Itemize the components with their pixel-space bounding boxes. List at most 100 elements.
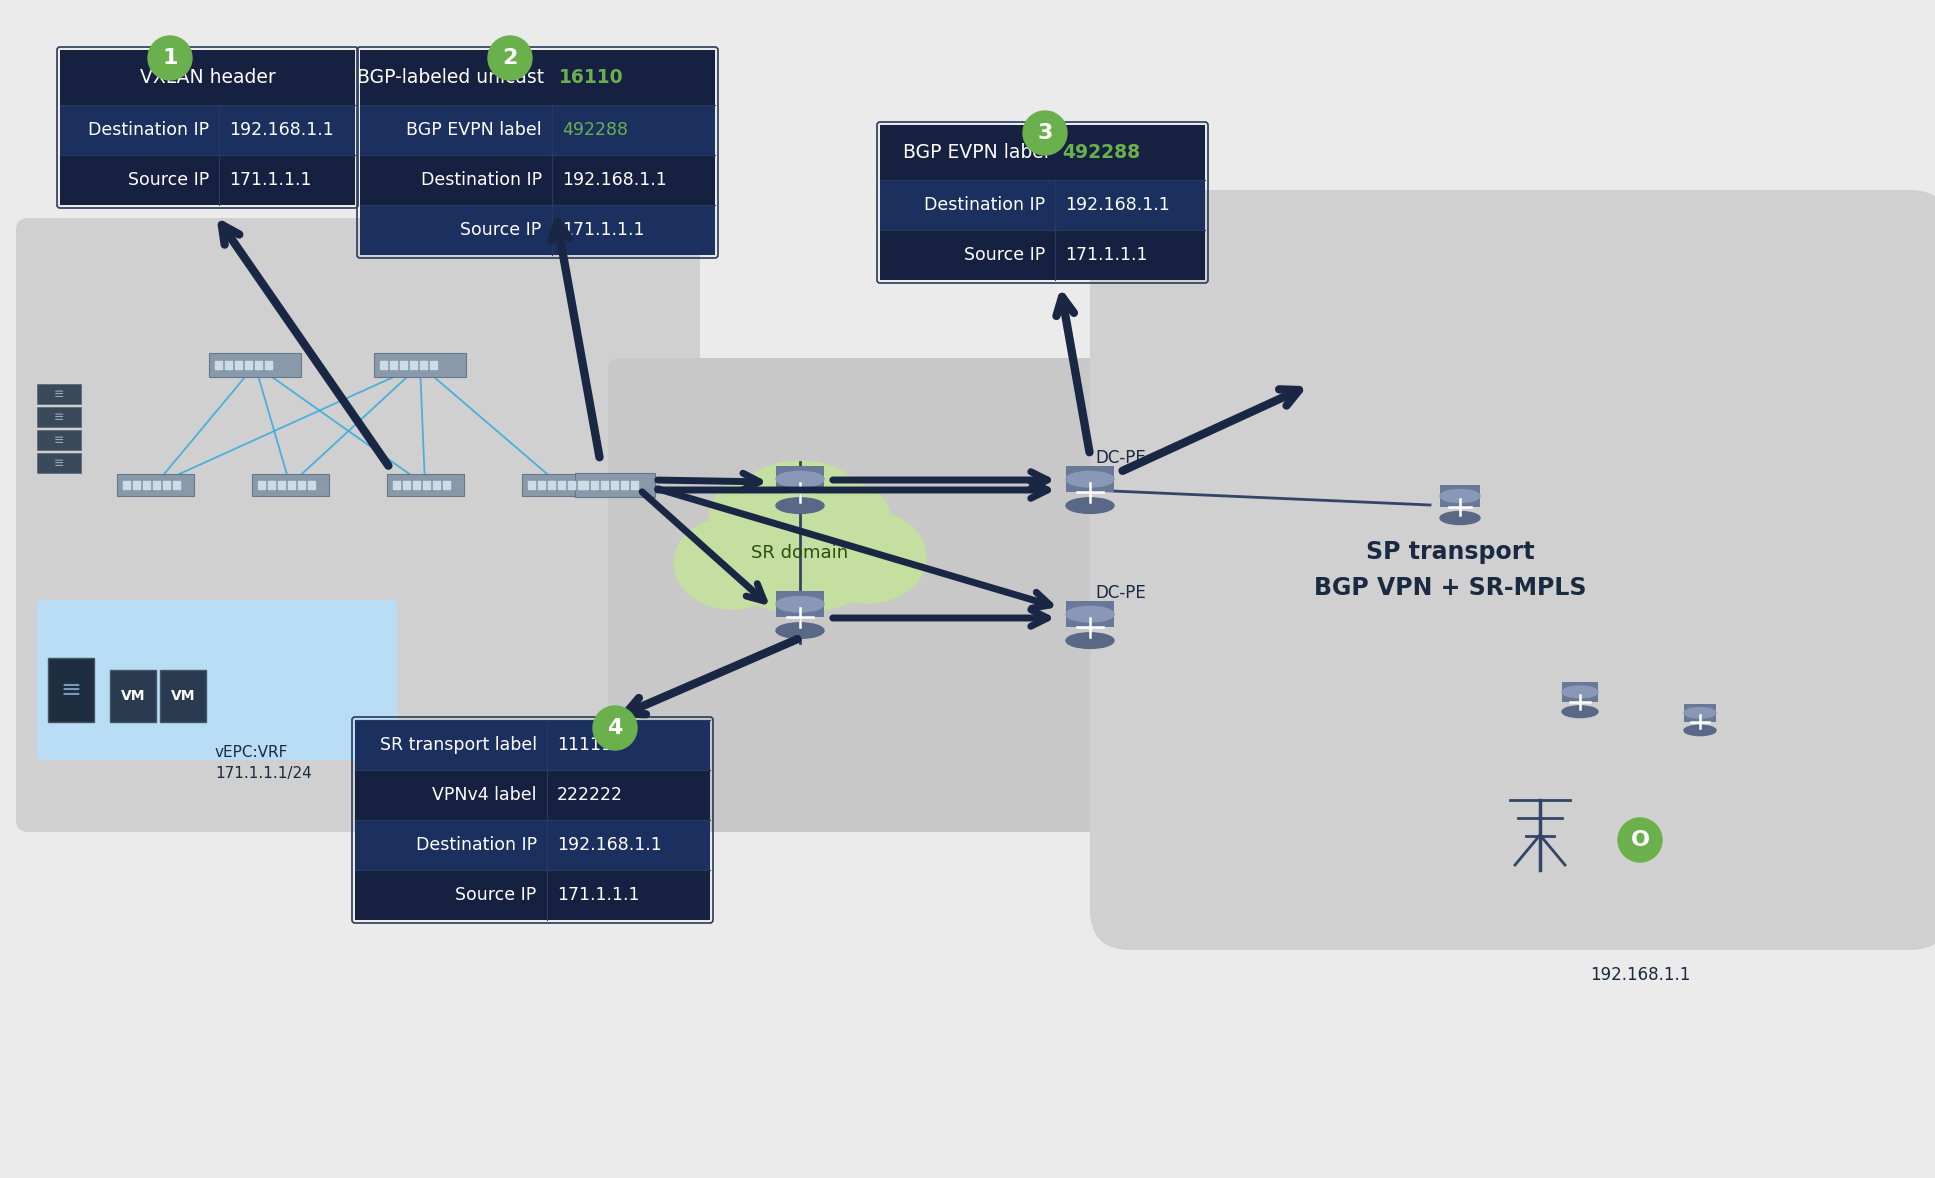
FancyBboxPatch shape	[161, 670, 205, 722]
Text: 192.168.1.1: 192.168.1.1	[557, 836, 662, 854]
Text: VM: VM	[120, 689, 145, 703]
Ellipse shape	[673, 517, 789, 609]
Text: DC-PE: DC-PE	[1095, 584, 1146, 602]
Bar	[602, 481, 608, 489]
Text: BGP EVPN label: BGP EVPN label	[904, 143, 1049, 163]
Text: 192.168.1.1: 192.168.1.1	[561, 171, 666, 188]
Ellipse shape	[1562, 706, 1598, 717]
Text: 171.1.1.1: 171.1.1.1	[561, 221, 644, 239]
Bar	[548, 481, 555, 489]
Text: 192.168.1.1: 192.168.1.1	[1066, 196, 1171, 214]
Text: VPNv4 label: VPNv4 label	[432, 786, 536, 805]
Bar	[132, 481, 139, 489]
FancyBboxPatch shape	[880, 125, 1206, 180]
Bar	[224, 360, 232, 369]
Bar	[631, 481, 639, 489]
Ellipse shape	[1683, 708, 1716, 719]
FancyBboxPatch shape	[373, 353, 466, 377]
FancyBboxPatch shape	[360, 205, 716, 254]
Text: SR domain: SR domain	[751, 544, 849, 562]
Bar	[234, 360, 242, 369]
FancyBboxPatch shape	[60, 49, 354, 105]
Ellipse shape	[1066, 498, 1115, 514]
Text: SR transport label: SR transport label	[379, 736, 536, 754]
FancyBboxPatch shape	[360, 155, 716, 205]
FancyBboxPatch shape	[209, 353, 302, 377]
Ellipse shape	[1066, 633, 1115, 648]
Bar	[153, 481, 159, 489]
Bar	[420, 360, 428, 369]
FancyBboxPatch shape	[354, 720, 710, 770]
Text: BGP-labeled unicast: BGP-labeled unicast	[358, 68, 544, 87]
Bar	[163, 481, 170, 489]
Ellipse shape	[776, 471, 824, 487]
Bar	[611, 481, 617, 489]
FancyBboxPatch shape	[360, 49, 716, 105]
Bar	[255, 360, 261, 369]
FancyBboxPatch shape	[360, 105, 716, 155]
FancyBboxPatch shape	[880, 180, 1206, 230]
Text: VM: VM	[170, 689, 195, 703]
Bar	[298, 481, 304, 489]
Ellipse shape	[1440, 511, 1480, 524]
Bar	[308, 481, 315, 489]
Bar	[567, 481, 575, 489]
FancyBboxPatch shape	[354, 820, 710, 871]
FancyBboxPatch shape	[776, 466, 824, 492]
Text: Source IP: Source IP	[964, 246, 1045, 264]
Bar	[538, 481, 544, 489]
Text: 4: 4	[608, 719, 623, 737]
Bar	[402, 481, 410, 489]
FancyBboxPatch shape	[608, 358, 1163, 832]
Ellipse shape	[776, 596, 824, 613]
Text: 192.168.1.1: 192.168.1.1	[1591, 966, 1689, 984]
Text: ≡: ≡	[60, 679, 81, 702]
Ellipse shape	[1562, 686, 1598, 697]
Bar	[393, 481, 399, 489]
Text: vEPC:VRF
171.1.1.1/24: vEPC:VRF 171.1.1.1/24	[215, 744, 312, 781]
Circle shape	[592, 706, 637, 750]
Ellipse shape	[776, 623, 824, 638]
Ellipse shape	[1440, 490, 1480, 503]
Text: 171.1.1.1: 171.1.1.1	[1066, 246, 1147, 264]
FancyBboxPatch shape	[37, 454, 81, 474]
Text: Destination IP: Destination IP	[89, 121, 209, 139]
Text: ≡: ≡	[54, 388, 64, 401]
FancyBboxPatch shape	[60, 155, 354, 205]
Text: Destination IP: Destination IP	[420, 171, 542, 188]
FancyBboxPatch shape	[48, 659, 95, 722]
Ellipse shape	[1066, 607, 1115, 622]
Ellipse shape	[811, 511, 927, 603]
Ellipse shape	[1683, 726, 1716, 735]
Text: 171.1.1.1: 171.1.1.1	[230, 171, 312, 188]
Bar	[580, 481, 588, 489]
Bar	[422, 481, 430, 489]
Ellipse shape	[710, 477, 807, 549]
Bar	[430, 360, 437, 369]
Text: VXLAN header: VXLAN header	[139, 68, 275, 87]
FancyBboxPatch shape	[116, 474, 194, 496]
Bar	[246, 360, 252, 369]
Text: DC-PE: DC-PE	[1095, 449, 1146, 466]
FancyBboxPatch shape	[37, 430, 81, 450]
Bar	[443, 481, 449, 489]
Bar	[590, 481, 598, 489]
FancyBboxPatch shape	[252, 474, 329, 496]
Text: Source IP: Source IP	[455, 886, 536, 904]
Ellipse shape	[776, 498, 824, 514]
Text: ≡: ≡	[54, 457, 64, 470]
FancyBboxPatch shape	[354, 770, 710, 820]
Ellipse shape	[1066, 471, 1115, 487]
FancyBboxPatch shape	[1683, 704, 1716, 722]
Text: 16110: 16110	[559, 68, 623, 87]
Text: Destination IP: Destination IP	[925, 196, 1045, 214]
FancyBboxPatch shape	[776, 591, 824, 617]
FancyBboxPatch shape	[1440, 485, 1480, 507]
Bar	[410, 360, 418, 369]
FancyBboxPatch shape	[1089, 190, 1935, 949]
Text: 111111: 111111	[557, 736, 623, 754]
Bar	[577, 481, 584, 489]
Bar	[122, 481, 130, 489]
FancyBboxPatch shape	[575, 474, 656, 497]
Bar	[267, 481, 275, 489]
